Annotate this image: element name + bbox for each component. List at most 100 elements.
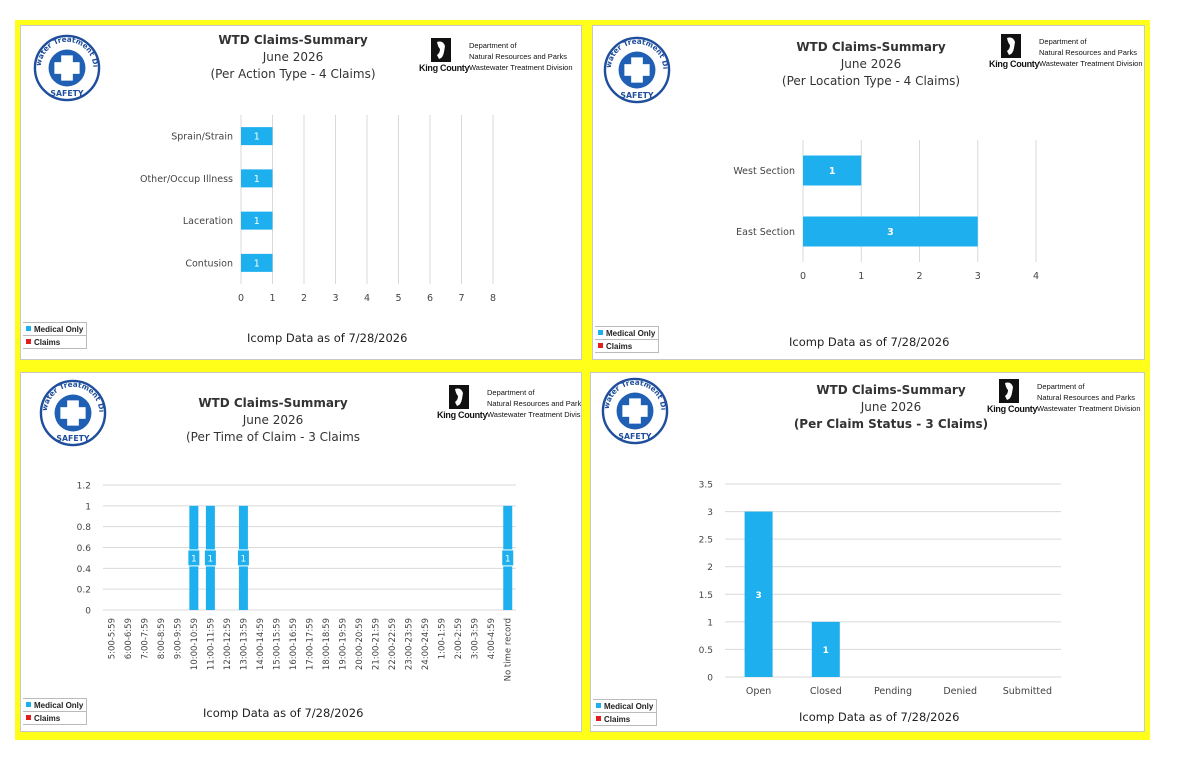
x-category-label: 6:00-6:59	[124, 618, 134, 659]
king-county-mark-icon	[1001, 34, 1021, 58]
x-category-label: Open	[746, 686, 771, 697]
y-tick-label: 0.2	[77, 586, 91, 596]
x-tick-label: 2	[301, 293, 307, 304]
king-county-name: King County	[987, 404, 1038, 414]
x-category-label: 23:00-23:59	[405, 618, 415, 670]
bar	[744, 511, 773, 677]
bar-data-label-box	[203, 549, 217, 567]
x-tick-label: 0	[800, 271, 806, 282]
bar	[803, 216, 978, 247]
bar	[241, 211, 273, 230]
chart-title: WTD Claims-Summary	[816, 383, 966, 397]
king-county-logo: King County Department of Natural Resourc…	[419, 38, 581, 78]
department-text: Department of Natural Resources and Parks…	[469, 41, 573, 72]
king-county-logo: King County Department of Natural Resourc…	[987, 379, 1144, 419]
chart-title-block: WTD Claims-Summary June 2026 (Per Time o…	[173, 395, 373, 446]
y-tick-label: 3	[707, 508, 713, 518]
chart-panel-action-type: Wastewater Treatment Division SAFETY WTD…	[20, 25, 582, 360]
x-tick-label: 4	[364, 293, 370, 304]
legend-item-claims: Claims	[593, 713, 656, 726]
department-text: Department of Natural Resources and Parks…	[487, 388, 582, 419]
x-tick-label: 5	[395, 293, 401, 304]
chart-panel-location-type: Wastewater Treatment Division SAFETY WTD…	[592, 25, 1145, 360]
x-tick-label: 1	[269, 293, 275, 304]
x-category-label: 16:00-16:59	[289, 618, 299, 670]
x-category-label: 18:00-18:59	[322, 618, 332, 670]
legend-item-medical-only: Medical Only	[593, 700, 656, 713]
x-category-label: 17:00-17:59	[306, 618, 316, 670]
x-category-label: 3:00-3:59	[471, 618, 481, 659]
bar-data-label: 1	[254, 174, 260, 185]
chart-title-block: WTD Claims-Summary June 2026 (Per Claim …	[791, 382, 991, 433]
legend-item-medical-only: Medical Only	[23, 323, 86, 336]
svg-text:SAFETY: SAFETY	[50, 89, 84, 98]
king-county-logo: King County Department of Natural Resourc…	[989, 34, 1144, 74]
y-category-label: Contusion	[185, 258, 233, 269]
bar-data-label: 1	[241, 554, 247, 564]
location-type-bar-chart: 0 1 2 3 4 West Section 1 East Section 3	[733, 140, 1039, 282]
safety-logo: Wastewater Treatment Division SAFETY	[33, 34, 101, 102]
y-tick-label: 2	[707, 563, 713, 573]
x-category-label: Denied	[943, 686, 977, 697]
legend-item-claims: Claims	[23, 336, 86, 349]
chart-caption: (Per Action Type - 4 Claims)	[210, 67, 376, 81]
chart-subtitle: June 2026	[860, 400, 922, 414]
chart-legend: Medical Only Claims	[595, 326, 659, 353]
claim-status-bar-chart: 0 0.5 1 1.5 2 2.5 3 3.5 Open 3 Closed 1 Pending Denie…	[699, 481, 1061, 697]
time-of-claim-bar-chart: 0 0.2 0.4 0.6 0.8 1 1.2 5:00-5:59 6:00-6:59 7:00-…	[77, 482, 516, 681]
x-tick-label: 0	[238, 293, 244, 304]
x-category-label: 8:00-8:59	[157, 618, 167, 659]
bar-data-label: 3	[887, 227, 894, 238]
data-date-footer: Icomp Data as of 7/28/2026	[247, 331, 408, 345]
chart-legend: Medical Only Claims	[593, 699, 657, 726]
legend-item-medical-only: Medical Only	[23, 699, 86, 712]
king-county-name: King County	[419, 63, 470, 73]
svg-text:SAFETY: SAFETY	[618, 432, 652, 441]
bar-data-label: 1	[505, 554, 511, 564]
x-category-label: No time record	[504, 618, 514, 681]
bar-data-label: 1	[254, 258, 260, 269]
x-category-label: 20:00-20:59	[355, 618, 365, 670]
x-category-label: 22:00-22:59	[388, 618, 398, 670]
bar-data-label: 1	[823, 646, 829, 656]
y-tick-label: 0	[707, 674, 713, 684]
chart-subtitle: June 2026	[262, 50, 324, 64]
y-tick-label: 3.5	[699, 481, 713, 491]
bar-data-label: 1	[208, 554, 214, 564]
y-tick-label: 0	[85, 607, 91, 617]
bar	[803, 155, 862, 186]
y-category-label: Laceration	[183, 216, 233, 227]
chart-legend: Medical Only Claims	[23, 322, 87, 349]
king-county-mark-icon	[449, 385, 469, 409]
bar-data-label: 1	[191, 554, 197, 564]
svg-text:SAFETY: SAFETY	[56, 434, 90, 443]
x-tick-label: 2	[916, 271, 922, 282]
bar	[241, 127, 273, 146]
chart-panel-claim-status: Wastewater Treatment Division SAFETY WTD…	[590, 372, 1145, 732]
x-category-label: 9:00-9:59	[173, 618, 183, 659]
y-category-label: Other/Occup Illness	[140, 174, 233, 185]
chart-title: WTD Claims-Summary	[796, 40, 946, 54]
chart-title-block: WTD Claims-Summary June 2026 (Per Action…	[193, 32, 393, 83]
data-date-footer: Icomp Data as of 7/28/2026	[799, 710, 960, 724]
x-category-label: 14:00-14:59	[256, 618, 266, 670]
chart-panel-time-of-claim: Wastewater Treatment Division SAFETY WTD…	[20, 372, 582, 732]
y-tick-label: 1.5	[699, 591, 713, 601]
bar-data-label: 1	[254, 216, 260, 227]
x-category-label: Submitted	[1003, 686, 1052, 697]
y-tick-label: 0.5	[699, 646, 713, 656]
bar-data-label-box	[501, 549, 515, 567]
legend-item-claims: Claims	[595, 340, 658, 353]
bar-data-label: 1	[829, 166, 836, 177]
svg-text:SAFETY: SAFETY	[620, 91, 654, 100]
bar	[811, 621, 840, 677]
legend-item-medical-only: Medical Only	[595, 327, 658, 340]
y-tick-label: 1	[707, 618, 713, 628]
king-county-mark-icon	[999, 379, 1019, 403]
chart-title: WTD Claims-Summary	[198, 396, 348, 410]
x-category-label: 5:00-5:59	[107, 618, 117, 659]
department-text: Department of Natural Resources and Parks…	[1039, 37, 1143, 68]
bar-data-label: 3	[755, 591, 761, 601]
x-category-label: 2:00-2:59	[454, 618, 464, 659]
y-tick-label: 0.4	[77, 565, 92, 575]
